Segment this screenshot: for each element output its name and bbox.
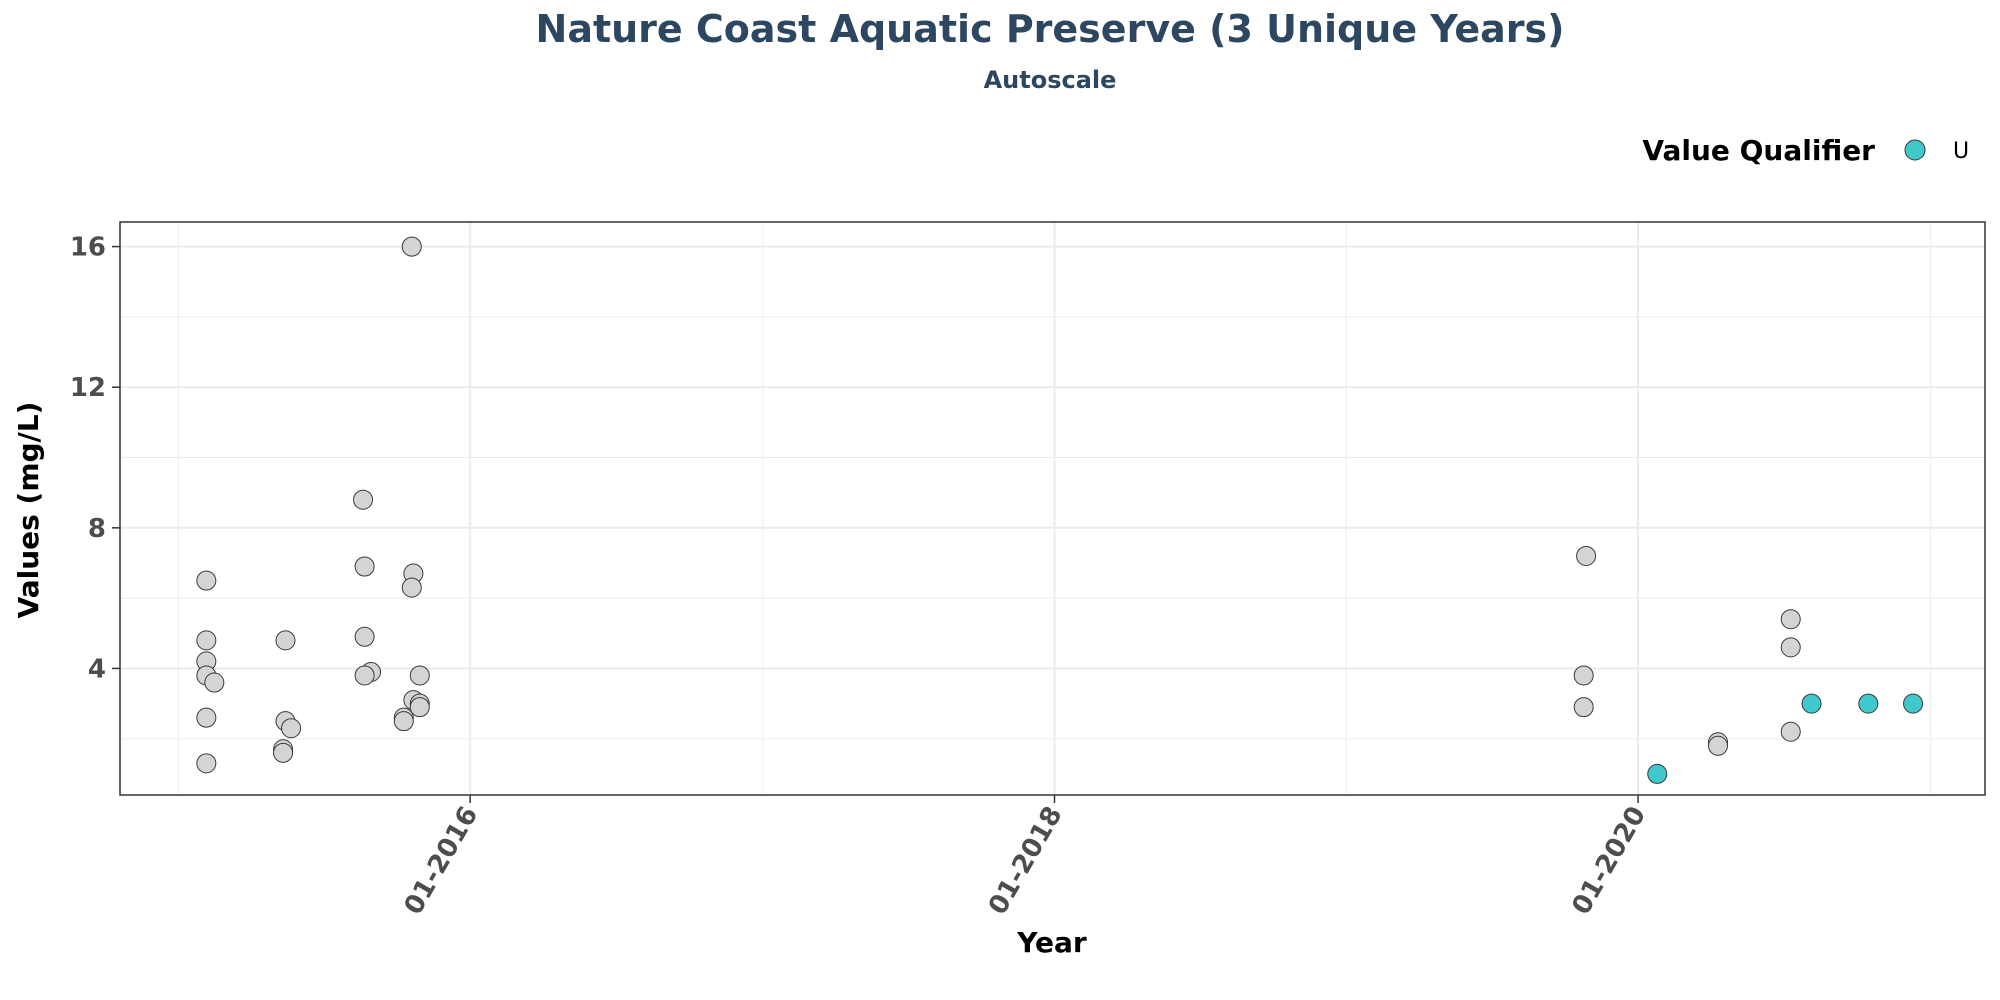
grid-major xyxy=(120,222,1985,795)
x-axis-title: Year xyxy=(1016,926,1087,959)
data-point xyxy=(354,556,375,577)
data-point xyxy=(196,753,217,774)
data-point xyxy=(1708,735,1729,756)
grid-minor xyxy=(120,222,1985,795)
data-point xyxy=(1573,697,1594,718)
data-point xyxy=(353,489,374,510)
data-point-u xyxy=(1801,693,1822,714)
x-tick-label: 01-2020 xyxy=(1566,802,1652,920)
data-point xyxy=(354,665,375,686)
legend-title: Value Qualifier xyxy=(1642,134,1875,167)
y-tick-label: 16 xyxy=(70,233,106,263)
data-point xyxy=(281,718,302,739)
chart-subtitle: Autoscale xyxy=(984,66,1117,94)
data-point xyxy=(196,630,217,651)
data-point xyxy=(1780,609,1801,630)
data-point xyxy=(409,665,430,686)
data-point xyxy=(409,697,430,718)
legend-swatch-u xyxy=(1904,139,1926,161)
x-tick-label: 01-2016 xyxy=(399,802,485,920)
data-point xyxy=(275,630,296,651)
data-point-u xyxy=(1858,693,1879,714)
data-point xyxy=(196,570,217,591)
chart-title: Nature Coast Aquatic Preserve (3 Unique … xyxy=(536,7,1565,51)
data-points xyxy=(196,236,1924,784)
data-point xyxy=(1780,637,1801,658)
plot-panel xyxy=(120,222,1985,795)
plot-border xyxy=(119,221,1986,796)
data-point xyxy=(393,711,414,732)
legend-label-u: U xyxy=(1953,139,1969,164)
y-tick-label: 12 xyxy=(70,373,106,403)
x-axis: 01-2016 01-2018 01-2020 xyxy=(399,795,1652,920)
data-point xyxy=(1573,665,1594,686)
data-point xyxy=(204,672,225,693)
data-point-u xyxy=(1903,693,1924,714)
data-point xyxy=(1576,545,1597,566)
y-tick-label: 8 xyxy=(88,514,106,544)
data-point xyxy=(273,742,294,763)
data-point xyxy=(401,236,422,257)
legend: Value Qualifier U xyxy=(1642,134,1969,167)
data-point xyxy=(196,707,217,728)
data-point xyxy=(354,626,375,647)
y-axis: 4 8 12 16 xyxy=(70,233,120,684)
data-point-u xyxy=(1647,763,1668,784)
data-point xyxy=(401,577,422,598)
y-axis-title: Values (mg/L) xyxy=(12,402,45,619)
data-point xyxy=(1780,721,1801,742)
y-tick-label: 4 xyxy=(88,654,106,684)
x-tick-label: 01-2018 xyxy=(983,802,1069,920)
